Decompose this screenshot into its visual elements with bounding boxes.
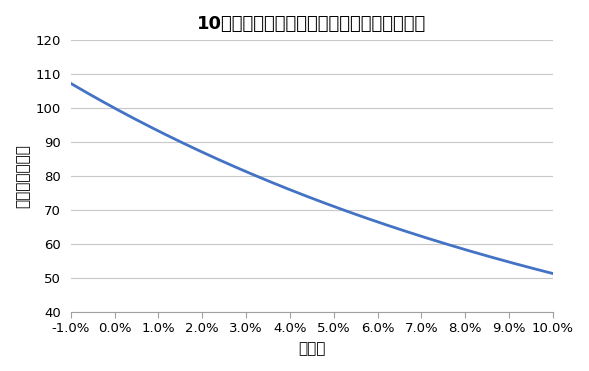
Y-axis label: 発行額（万円）: 発行額（万円） xyxy=(15,144,30,208)
X-axis label: 利回り: 利回り xyxy=(298,341,326,356)
Title: 10年物割引債の「利回り」と「価格」の関係: 10年物割引債の「利回り」と「価格」の関係 xyxy=(197,15,426,33)
